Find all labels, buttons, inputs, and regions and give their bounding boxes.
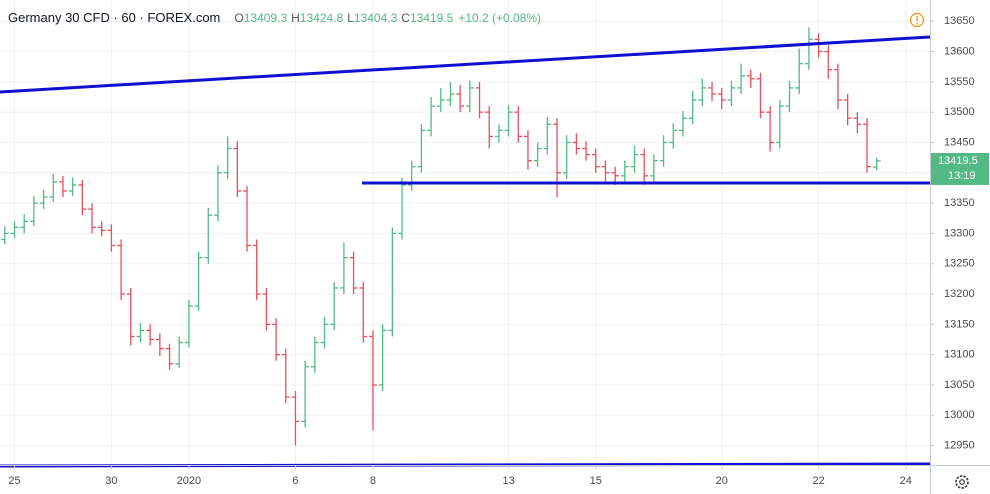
y-tick-label: 13300 [944,227,975,239]
x-tick-label: 13 [502,475,514,487]
ohlc-value: 13424.8 [300,11,344,25]
axis-labels: 12950 13000 13050 13100 13150 13200 13250 13300… [8,15,989,487]
gear-outer [955,475,969,489]
x-tick-label: 25 [8,475,20,487]
grid [0,0,930,465]
trend-line [0,35,931,94]
ohlc-label: H [291,11,300,25]
ohlc-value: 13404.3 [354,11,398,25]
change-value: +10.2 (+0.08%) [458,11,541,25]
ohlc-value: 13409.3 [244,11,288,25]
x-tick-label: 20 [716,475,728,487]
y-tick-label: 13150 [944,318,975,330]
y-tick-label: 13650 [944,15,975,27]
y-tick-label: 13100 [944,349,975,361]
y-tick-label: 13550 [944,76,975,88]
alert-icon-dot [916,22,918,25]
alert-icon[interactable] [909,12,925,28]
y-tick-label: 13450 [944,136,975,148]
y-tick-label: 13350 [944,197,975,209]
y-tick-label: 13200 [944,288,975,300]
last-price-box [931,152,989,185]
gear-inner [959,479,965,485]
chart-header: Germany 30 CFD · 60 · FOREX.com O13409.3 H… [8,10,541,25]
ohlc-label: C [401,11,410,25]
ohlc-label: O [234,11,243,25]
x-tick-label: 24 [900,475,912,487]
x-tick-label: 6 [292,475,298,487]
x-tick-label: 30 [105,475,117,487]
y-tick-label: 12950 [944,440,975,452]
y-tick-label: 13050 [944,379,975,391]
x-tick-label: 22 [812,475,824,487]
ohlc-label: L [347,11,354,25]
bars [0,27,881,446]
last-price-label: 13419.5 [938,155,978,167]
x-tick-label: 8 [370,475,376,487]
countdown-label: 13:19 [948,170,976,182]
x-tick-label: 2020 [177,475,201,487]
y-tick-label: 13250 [944,258,975,270]
y-tick-label: 13600 [944,45,975,57]
x-tick-label: 15 [590,475,602,487]
y-tick-label: 13000 [944,409,975,421]
y-tick-label: 13500 [944,106,975,118]
ohlc-value: 13419.5 [410,11,454,25]
settings-icon[interactable] [955,475,969,489]
symbol-title: Germany 30 CFD · 60 · FOREX.com [8,10,220,25]
